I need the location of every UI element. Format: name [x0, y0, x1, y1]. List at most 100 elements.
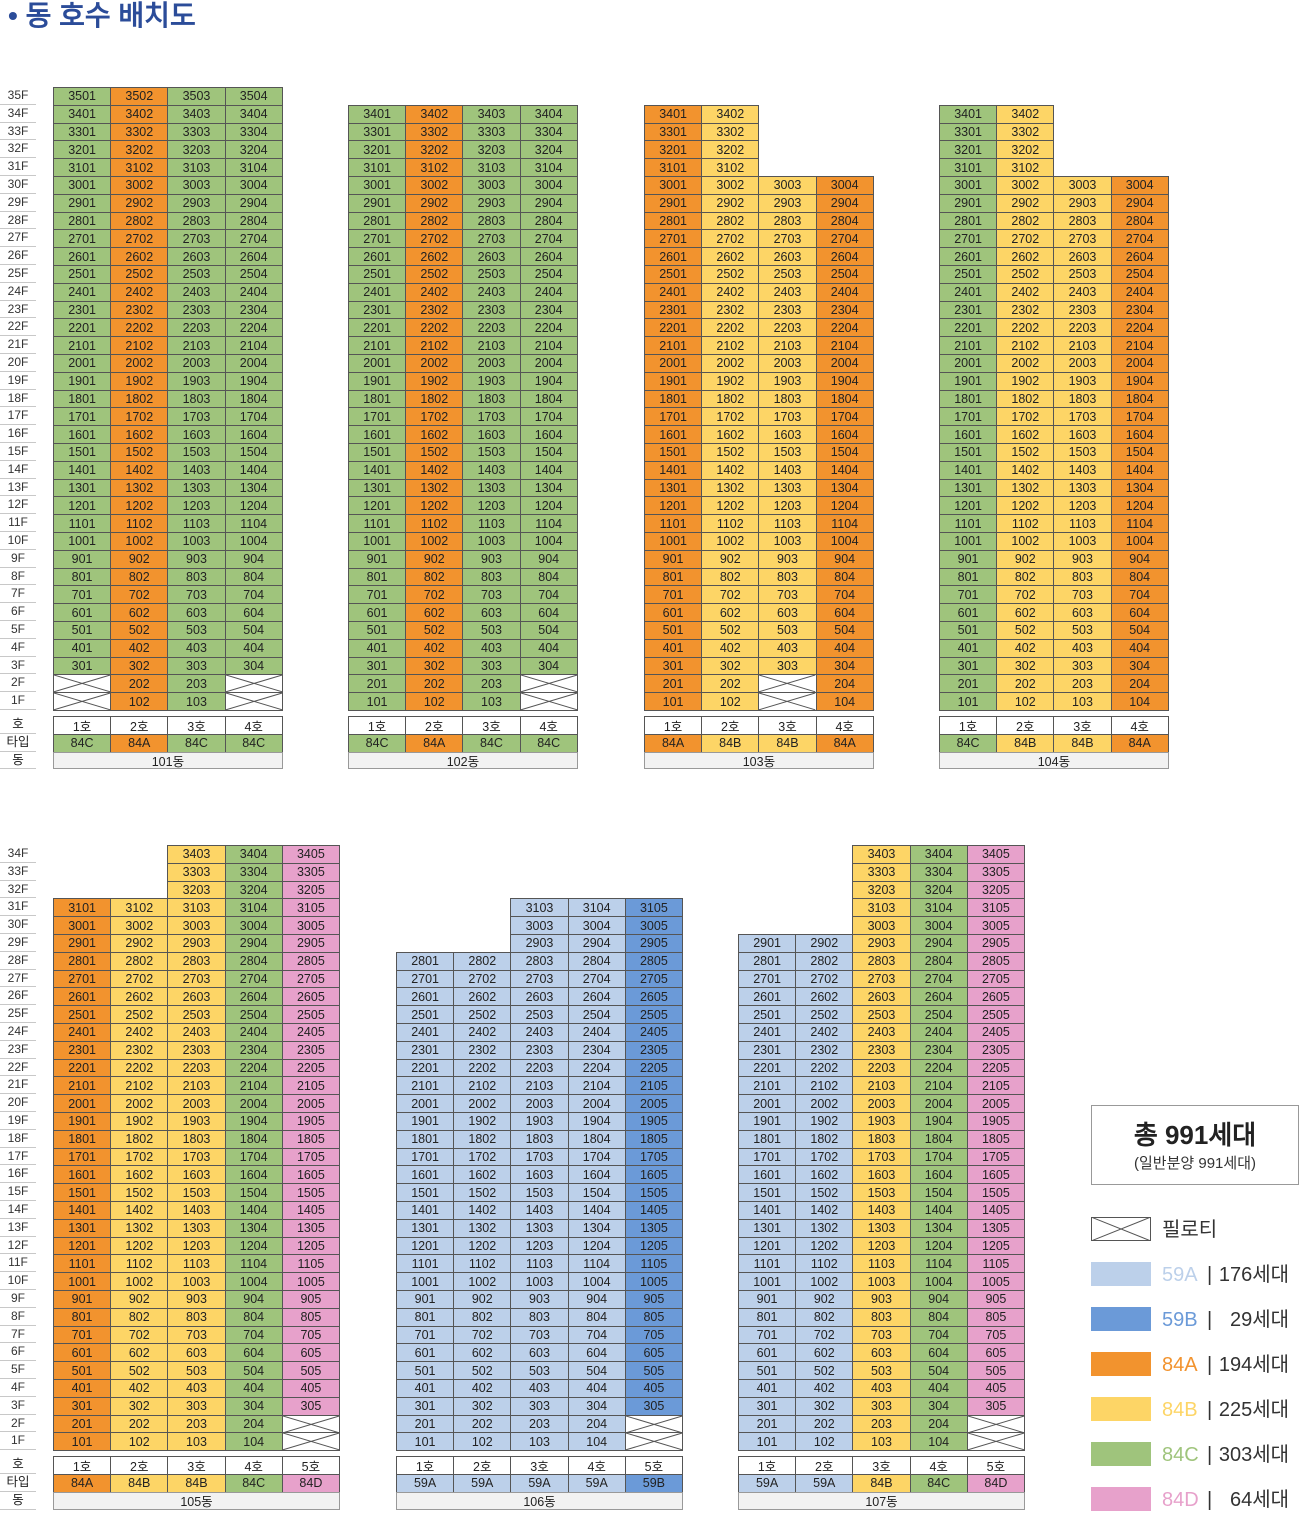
- unit-cell: 1302: [701, 478, 760, 498]
- unit-cell: 2102: [405, 336, 464, 355]
- unit-cell: 1301: [348, 478, 407, 498]
- unit-cell: 2404: [909, 1023, 968, 1042]
- unit-cell: 2002: [453, 1094, 512, 1113]
- unit-cell: 601: [396, 1343, 455, 1363]
- unit-cell: 703: [462, 585, 521, 605]
- unit-cell: 2701: [53, 969, 112, 989]
- unit-cell: 3003: [1053, 176, 1112, 195]
- unit-cell: 1905: [624, 1112, 683, 1131]
- unit-cell: 2304: [224, 1040, 283, 1060]
- unit-cell: 2505: [624, 1005, 683, 1024]
- unit-cell: 1403: [167, 1201, 226, 1220]
- unit-cell: 2704: [224, 229, 283, 249]
- unit-cell: 1204: [567, 1236, 626, 1256]
- ho-cell: 1호: [396, 1456, 455, 1475]
- unit-cell: 2003: [462, 354, 521, 373]
- type-cell: 84A: [644, 733, 703, 753]
- dong-cell: 103동: [644, 751, 874, 770]
- unit-cell: 401: [53, 638, 112, 658]
- unit-cell: 3204: [519, 140, 578, 160]
- unit-cell: 403: [167, 638, 226, 658]
- floor-label: 29F: [0, 194, 36, 212]
- unit-cell: 3104: [224, 898, 283, 918]
- unit-cell: 2004: [815, 354, 874, 373]
- unit-cell: 2703: [167, 969, 226, 989]
- unit-cell: 3203: [852, 880, 911, 900]
- unit-cell: 1901: [738, 1112, 797, 1131]
- unit-cell: 102: [701, 692, 760, 711]
- unit-cell: 2702: [996, 229, 1055, 249]
- unit-cell: 3202: [405, 140, 464, 160]
- unit-cell: 1503: [510, 1183, 569, 1202]
- unit-cell: 2002: [701, 354, 760, 373]
- legend-separator: |: [1207, 1444, 1213, 1466]
- unit-cell: 3104: [567, 898, 626, 918]
- unit-cell: 502: [701, 621, 760, 640]
- unit-cell: 2202: [996, 318, 1055, 338]
- unit-cell: 302: [453, 1396, 512, 1416]
- legend-pilotis-label: 필로티: [1162, 1219, 1218, 1241]
- unit-cell: 1005: [966, 1272, 1025, 1291]
- unit-cell: 2503: [852, 1005, 911, 1024]
- ho-cell: 2호: [701, 716, 760, 735]
- unit-cell: 1803: [852, 1129, 911, 1149]
- unit-cell: 1601: [348, 425, 407, 444]
- unit-cell: 904: [815, 549, 874, 569]
- floor-label: 1F: [0, 692, 36, 710]
- unit-cell: 1501: [348, 443, 407, 462]
- unit-cell: 1501: [939, 443, 998, 462]
- unit-cell: 3005: [624, 916, 683, 935]
- unit-cell: 2401: [738, 1023, 797, 1042]
- unit-cell: 2603: [852, 987, 911, 1007]
- floor-label: 22F: [0, 1059, 36, 1077]
- legend-total: 총 991세대: [1133, 1120, 1257, 1150]
- unit-cell: 1604: [224, 425, 283, 444]
- unit-cell: 1801: [644, 389, 703, 409]
- pilotis-cell: [966, 1432, 1025, 1452]
- unit-cell: 2701: [396, 969, 455, 989]
- unit-cell: 2402: [110, 1023, 169, 1042]
- unit-cell: 503: [510, 1361, 569, 1380]
- unit-cell: 2202: [795, 1058, 854, 1078]
- unit-cell: 2403: [852, 1023, 911, 1042]
- unit-cell: 2205: [966, 1058, 1025, 1078]
- unit-cell: 3201: [644, 140, 703, 160]
- pilotis-icon: [54, 693, 110, 710]
- type-cell: 84A: [110, 733, 169, 753]
- unit-cell: 1503: [1053, 443, 1112, 462]
- unit-cell: 801: [939, 567, 998, 587]
- unit-cell: 1903: [462, 371, 521, 391]
- unit-cell: 2504: [567, 1005, 626, 1024]
- unit-cell: 2503: [510, 1005, 569, 1024]
- unit-cell: 1101: [53, 1254, 112, 1274]
- unit-cell: 1005: [281, 1272, 340, 1291]
- unit-cell: 3102: [110, 898, 169, 918]
- unit-cell: 304: [224, 1396, 283, 1416]
- unit-cell: 1001: [644, 532, 703, 551]
- unit-cell: 1501: [53, 443, 112, 462]
- unit-cell: 3402: [996, 104, 1055, 124]
- unit-cell: 401: [348, 638, 407, 658]
- floor-label: 17F: [0, 1148, 36, 1166]
- unit-cell: 701: [348, 585, 407, 605]
- unit-cell: 504: [224, 1361, 283, 1380]
- unit-cell: 2901: [53, 934, 112, 953]
- unit-cell: 703: [167, 585, 226, 605]
- unit-cell: 2201: [53, 1058, 112, 1078]
- type-cell: 84B: [852, 1474, 911, 1493]
- unit-cell: 1504: [519, 443, 578, 462]
- unit-cell: 301: [396, 1396, 455, 1416]
- unit-cell: 2004: [224, 1094, 283, 1113]
- unit-cell: 1002: [110, 532, 169, 551]
- unit-cell: 403: [462, 638, 521, 658]
- unit-cell: 3202: [701, 140, 760, 160]
- unit-cell: 1801: [53, 389, 112, 409]
- unit-cell: 2104: [1110, 336, 1169, 355]
- unit-cell: 605: [281, 1343, 340, 1363]
- unit-cell: 2003: [510, 1094, 569, 1113]
- unit-cell: 503: [167, 1361, 226, 1380]
- unit-cell: 1305: [281, 1218, 340, 1238]
- type-cell: 84A: [53, 1474, 112, 1493]
- unit-cell: 1601: [53, 425, 112, 444]
- unit-cell: 1003: [510, 1272, 569, 1291]
